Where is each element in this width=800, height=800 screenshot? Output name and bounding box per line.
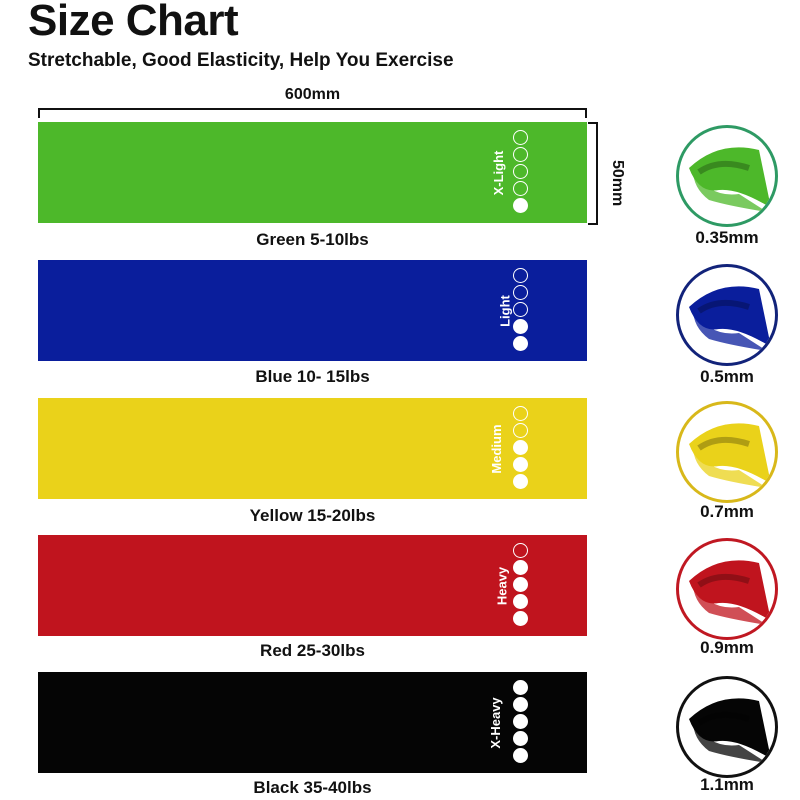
- resistance-dot: [513, 680, 528, 695]
- resistance-dot: [513, 697, 528, 712]
- band-level-label: X-Heavy: [487, 696, 503, 749]
- resistance-dot: [513, 147, 528, 162]
- band-thickness-image: [676, 125, 778, 227]
- resistance-dot: [513, 423, 528, 438]
- resistance-dot: [513, 181, 528, 196]
- resistance-dot: [513, 474, 528, 489]
- band-label: Green 5-10lbs: [256, 230, 369, 249]
- resistance-dot: [513, 577, 528, 592]
- page-title: Size Chart: [28, 0, 239, 45]
- thickness-label: 0.7mm: [700, 502, 754, 521]
- band-x-light: X-Light: [38, 122, 587, 223]
- resistance-dots: [513, 268, 528, 351]
- length-dimension-bracket: [38, 108, 587, 118]
- resistance-dot: [513, 198, 528, 213]
- resistance-dots: [513, 680, 528, 763]
- length-dimension-label: 600mm: [284, 86, 341, 103]
- resistance-dot: [513, 560, 528, 575]
- band-level-label: X-Light: [491, 150, 507, 195]
- resistance-dot: [513, 714, 528, 729]
- width-dimension-label: 50mm: [609, 160, 626, 207]
- thickness-label: 0.9mm: [700, 638, 754, 657]
- resistance-dot: [513, 268, 528, 283]
- band-level-label: Light: [497, 294, 513, 327]
- width-dimension-bracket: [588, 122, 598, 225]
- band-level-label: Medium: [488, 423, 504, 474]
- band-label: Blue 10- 15lbs: [255, 367, 370, 386]
- band-thickness-image: [676, 264, 778, 366]
- resistance-dot: [513, 731, 528, 746]
- resistance-dot: [513, 748, 528, 763]
- thickness-label: 1.1mm: [700, 775, 754, 794]
- band-label: Black 35-40lbs: [253, 778, 372, 797]
- band-thickness-image: [676, 401, 778, 503]
- resistance-dot: [513, 594, 528, 609]
- resistance-dot: [513, 285, 528, 300]
- band-heavy: Heavy: [38, 535, 587, 636]
- resistance-dot: [513, 440, 528, 455]
- band-thickness-image: [676, 676, 778, 778]
- band-thickness-image: [676, 538, 778, 640]
- resistance-dot: [513, 130, 528, 145]
- resistance-dots: [513, 130, 528, 213]
- band-label: Yellow 15-20lbs: [249, 506, 376, 525]
- band-level-label: Heavy: [494, 566, 510, 605]
- band-label: Red 25-30lbs: [260, 641, 365, 660]
- resistance-dots: [513, 543, 528, 626]
- band-light: Light: [38, 260, 587, 361]
- thickness-label: 0.35mm: [695, 228, 759, 247]
- thickness-label: 0.5mm: [700, 367, 754, 386]
- band-medium: Medium: [38, 398, 587, 499]
- resistance-dot: [513, 336, 528, 351]
- resistance-dot: [513, 164, 528, 179]
- resistance-dot: [513, 543, 528, 558]
- subtitle: Stretchable, Good Elasticity, Help You E…: [28, 50, 454, 71]
- band-x-heavy: X-Heavy: [38, 672, 587, 773]
- resistance-dot: [513, 319, 528, 334]
- resistance-dot: [513, 406, 528, 421]
- resistance-dot: [513, 457, 528, 472]
- resistance-dots: [513, 406, 528, 489]
- resistance-dot: [513, 302, 528, 317]
- resistance-dot: [513, 611, 528, 626]
